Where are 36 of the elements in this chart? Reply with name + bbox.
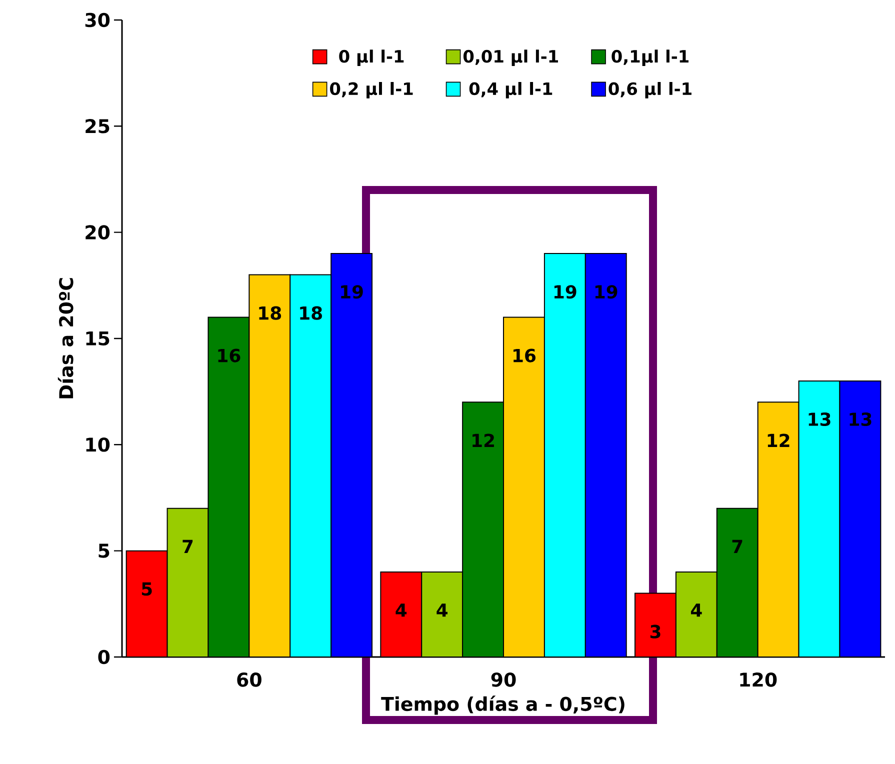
data-label: 4	[436, 604, 448, 617]
data-label: 19	[595, 285, 618, 299]
data-label: 13	[808, 412, 830, 426]
x-tick-label: 120	[740, 672, 777, 687]
data-label: 18	[259, 306, 282, 320]
legend-label: 0,1µl l-1	[612, 50, 689, 66]
data-label: 18	[300, 306, 322, 320]
x-axis-title: Tiempo (días a - 0,5ºC)	[381, 696, 624, 715]
data-label: 13	[850, 412, 872, 426]
data-label: 4	[690, 604, 702, 617]
legend-label: 0,4 µl l-1	[469, 82, 552, 98]
data-label: 3	[650, 624, 660, 638]
x-tick-label: 90	[491, 672, 516, 687]
data-label: 19	[554, 285, 576, 299]
y-tick-label: 25	[86, 118, 110, 134]
legend-label: 0,6 µl l-1	[608, 82, 692, 98]
y-tick-label: 5	[98, 544, 110, 558]
legend-label: 0,2 µl l-1	[330, 82, 413, 98]
data-label: 16	[514, 348, 536, 362]
y-tick-label: 10	[86, 437, 110, 452]
data-label: 7	[182, 540, 193, 553]
legend-label: 0,01 µl l-1	[463, 50, 558, 66]
data-label: 12	[768, 434, 790, 448]
y-tick-label: 15	[86, 331, 110, 346]
data-label: 5	[142, 582, 152, 596]
y-tick-label: 30	[85, 12, 110, 28]
data-label: 4	[396, 604, 407, 617]
y-tick-label: 0	[98, 650, 110, 664]
data-label: 7	[732, 540, 742, 553]
data-label: 19	[341, 285, 363, 299]
legend-label: 0 µl l-1	[339, 50, 404, 66]
data-label: 16	[218, 348, 240, 362]
y-axis-title: Días a 20ºC	[58, 278, 74, 398]
data-label: 12	[472, 434, 494, 448]
x-tick-label: 60	[237, 672, 262, 687]
y-tick-label: 20	[86, 225, 110, 240]
